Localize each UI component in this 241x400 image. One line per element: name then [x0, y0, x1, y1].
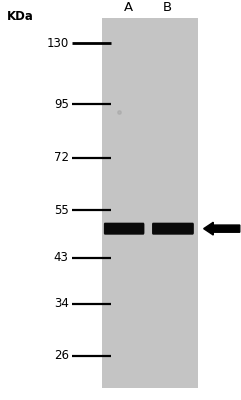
Text: A: A: [124, 1, 134, 14]
FancyArrow shape: [204, 222, 240, 235]
FancyBboxPatch shape: [152, 223, 194, 235]
Text: B: B: [163, 1, 172, 14]
Text: KDa: KDa: [7, 10, 34, 23]
FancyBboxPatch shape: [152, 223, 194, 234]
Text: 55: 55: [54, 204, 69, 217]
Text: 34: 34: [54, 297, 69, 310]
Text: 95: 95: [54, 98, 69, 110]
FancyBboxPatch shape: [104, 223, 144, 235]
Text: 26: 26: [54, 349, 69, 362]
FancyBboxPatch shape: [104, 223, 144, 234]
Bar: [102, 18, 198, 388]
Text: 130: 130: [47, 37, 69, 50]
Text: 43: 43: [54, 252, 69, 264]
Text: 72: 72: [54, 151, 69, 164]
